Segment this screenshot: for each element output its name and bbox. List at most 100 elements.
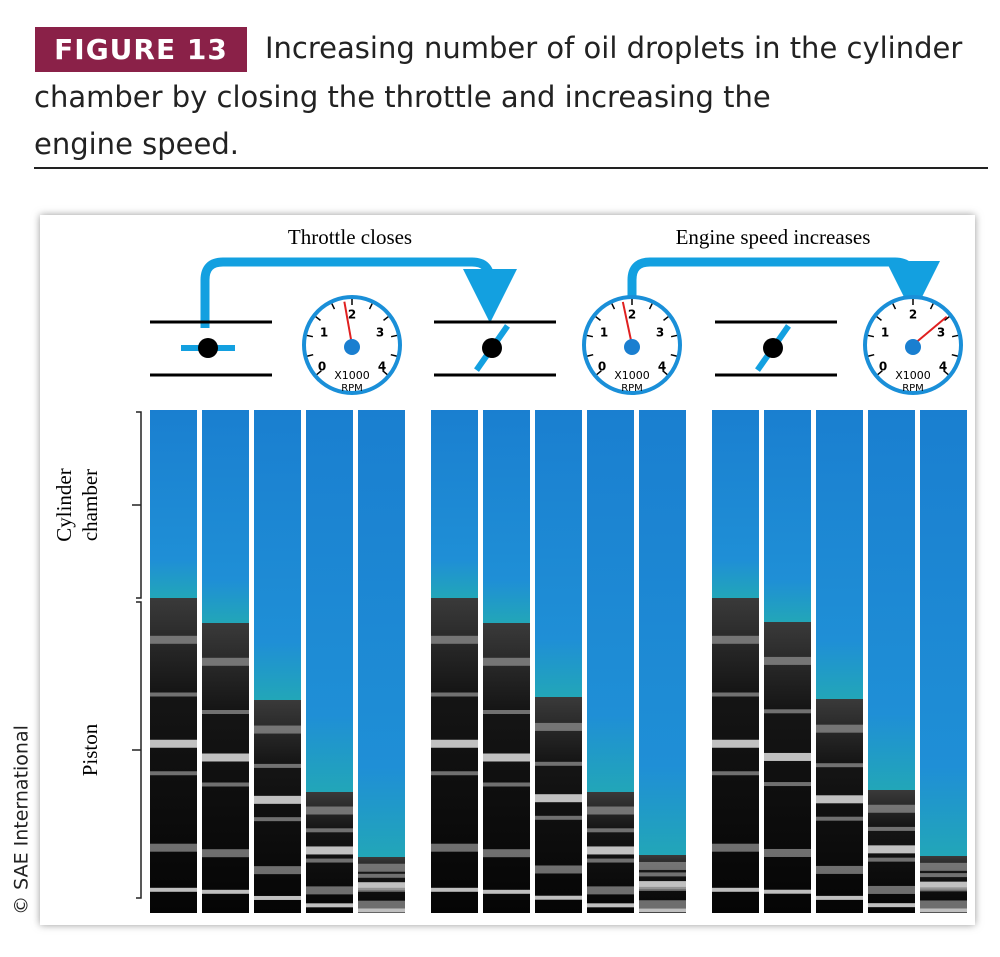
gauge-tick bbox=[383, 316, 389, 321]
gauge-label: X1000 bbox=[334, 369, 370, 382]
gauge-label: 4 bbox=[658, 360, 666, 374]
piston-image bbox=[202, 623, 249, 913]
gauge-tick bbox=[390, 353, 397, 357]
piston-band bbox=[764, 889, 811, 894]
gauge-label: 3 bbox=[376, 326, 384, 340]
throttle-pivot bbox=[763, 338, 783, 358]
cylinder-image bbox=[712, 410, 759, 598]
piston-band bbox=[202, 657, 249, 666]
piston-band bbox=[202, 710, 249, 714]
gauge-tick bbox=[382, 370, 388, 376]
piston-band bbox=[150, 843, 197, 852]
piston-band bbox=[920, 908, 967, 913]
cylinder-image bbox=[868, 410, 915, 790]
piston-band bbox=[306, 903, 353, 908]
piston-band bbox=[431, 635, 478, 644]
gauge-label: X1000 bbox=[895, 369, 931, 382]
cylinder-image bbox=[639, 410, 686, 855]
gauge-label: 3 bbox=[656, 326, 664, 340]
piston-band bbox=[431, 887, 478, 892]
piston-band bbox=[639, 900, 686, 909]
gauge-label: 2 bbox=[348, 308, 356, 322]
piston-band bbox=[712, 692, 759, 697]
arrow-label: Throttle closes bbox=[288, 225, 412, 249]
throttle-pivot bbox=[482, 338, 502, 358]
piston-band bbox=[868, 804, 915, 813]
gauge-label: 1 bbox=[600, 326, 608, 340]
piston-band bbox=[306, 858, 353, 863]
gauge-needle bbox=[343, 301, 353, 346]
gauge-hub bbox=[344, 339, 360, 355]
piston-band bbox=[920, 862, 967, 871]
piston-band bbox=[764, 709, 811, 714]
piston-band bbox=[254, 795, 301, 804]
cylinder-image bbox=[306, 410, 353, 792]
gauge-tick bbox=[877, 370, 883, 376]
piston-band bbox=[202, 753, 249, 762]
cylinder-image bbox=[535, 410, 582, 697]
cylinder-image bbox=[150, 410, 197, 598]
gauge-tick bbox=[331, 303, 336, 310]
piston-band bbox=[764, 752, 811, 761]
gauge-label: 1 bbox=[320, 326, 328, 340]
piston-image bbox=[764, 622, 811, 913]
cylinder-image bbox=[816, 410, 863, 699]
gauge-label: 2 bbox=[909, 308, 917, 322]
arrow-label: Engine speed increases bbox=[676, 225, 871, 249]
piston-band bbox=[254, 817, 301, 822]
piston-band bbox=[150, 887, 197, 892]
gauge-tick bbox=[663, 316, 669, 321]
arrow bbox=[627, 257, 940, 315]
cylinder-image bbox=[920, 410, 967, 856]
gauge-label: 2 bbox=[628, 308, 636, 322]
piston-band bbox=[764, 782, 811, 787]
piston-band bbox=[150, 692, 197, 697]
piston-band bbox=[587, 858, 634, 863]
piston-band bbox=[535, 794, 582, 803]
cylinder-image bbox=[483, 410, 530, 623]
gauge-label: 0 bbox=[318, 360, 326, 374]
gauge-tick bbox=[951, 334, 959, 338]
piston-band bbox=[358, 882, 405, 891]
piston-band bbox=[483, 782, 530, 787]
piston-image bbox=[431, 598, 478, 913]
cylinder-image bbox=[431, 410, 478, 598]
piston-band bbox=[358, 863, 405, 872]
rule bbox=[34, 167, 988, 169]
piston-image bbox=[483, 623, 530, 913]
piston-band bbox=[431, 739, 478, 748]
cylinder-image bbox=[254, 410, 301, 700]
piston-band bbox=[712, 739, 759, 748]
gauge-label: 0 bbox=[598, 360, 606, 374]
piston-image bbox=[535, 697, 582, 913]
piston-band bbox=[150, 771, 197, 776]
piston-band bbox=[254, 895, 301, 900]
piston-band bbox=[712, 771, 759, 776]
gauge-hub bbox=[624, 339, 640, 355]
piston-band bbox=[868, 826, 915, 831]
piston-band bbox=[431, 843, 478, 852]
piston-image bbox=[816, 699, 863, 913]
piston-band bbox=[306, 886, 353, 895]
piston-band bbox=[254, 866, 301, 875]
gauge-label: 0 bbox=[879, 360, 887, 374]
gauge-tick bbox=[662, 370, 668, 376]
gauge-label: 4 bbox=[939, 360, 947, 374]
gauge-label: RPM bbox=[341, 383, 363, 394]
gauge-tick bbox=[587, 353, 594, 357]
piston-band bbox=[535, 865, 582, 874]
caption-line: Increasing number of oil droplets in the… bbox=[265, 31, 963, 65]
piston-band bbox=[764, 848, 811, 857]
piston-band bbox=[483, 657, 530, 666]
gauge-needle bbox=[912, 315, 948, 346]
piston-band bbox=[535, 815, 582, 820]
piston-band bbox=[306, 806, 353, 815]
gauge-tick bbox=[670, 334, 678, 338]
gauge-tick bbox=[611, 303, 616, 310]
piston-band bbox=[764, 656, 811, 665]
gauge-tick bbox=[316, 370, 322, 376]
gauge-tick bbox=[868, 353, 875, 357]
gauge-tick bbox=[315, 316, 321, 321]
